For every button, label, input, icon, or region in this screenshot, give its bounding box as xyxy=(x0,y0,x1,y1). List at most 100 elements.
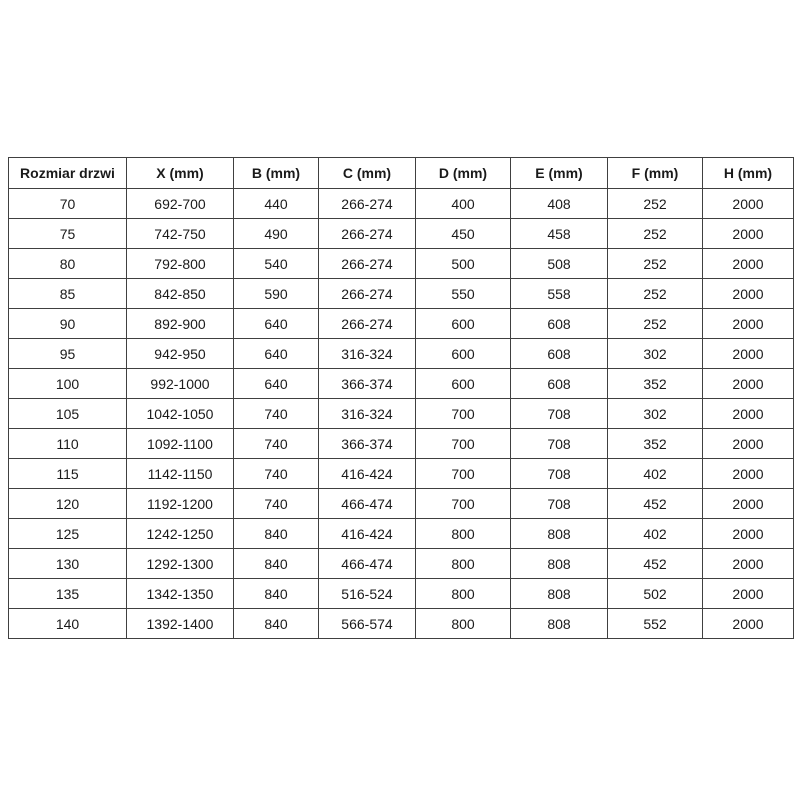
table-cell: 840 xyxy=(233,578,319,609)
table-cell: 792-800 xyxy=(126,248,234,279)
column-header-e-mm: E (mm) xyxy=(510,157,608,189)
table-cell: 2000 xyxy=(702,308,794,339)
table-header: Rozmiar drzwi X (mm) B (mm) C (mm) D (mm… xyxy=(8,157,794,189)
table-row: 95 942-950 640 316-324 600 608 302 2000 xyxy=(8,338,794,369)
table-cell: 2000 xyxy=(702,278,794,309)
column-header-f-mm: F (mm) xyxy=(607,157,703,189)
table-cell: 352 xyxy=(607,368,703,399)
table-cell: 302 xyxy=(607,338,703,369)
table-row: 85 842-850 590 266-274 550 558 252 2000 xyxy=(8,278,794,309)
table-cell: 110 xyxy=(8,428,127,459)
table-cell: 840 xyxy=(233,548,319,579)
table-cell: 550 xyxy=(415,278,511,309)
table-cell: 740 xyxy=(233,488,319,519)
table-row: 115 1142-1150 740 416-424 700 708 402 2000 xyxy=(8,458,794,489)
table-cell: 1192-1200 xyxy=(126,488,234,519)
table-row: 125 1242-1250 840 416-424 800 808 402 2000 xyxy=(8,518,794,549)
table-row: 120 1192-1200 740 466-474 700 708 452 2000 xyxy=(8,488,794,519)
table-cell: 302 xyxy=(607,398,703,429)
table-row: 105 1042-1050 740 316-324 700 708 302 2000 xyxy=(8,398,794,429)
table-cell: 600 xyxy=(415,308,511,339)
table-cell: 266-274 xyxy=(318,278,416,309)
table-cell: 466-474 xyxy=(318,548,416,579)
table-cell: 90 xyxy=(8,308,127,339)
table-cell: 266-274 xyxy=(318,308,416,339)
table-cell: 516-524 xyxy=(318,578,416,609)
table-cell: 552 xyxy=(607,608,703,639)
table-cell: 2000 xyxy=(702,218,794,249)
table-row: 70 692-700 440 266-274 400 408 252 2000 xyxy=(8,188,794,219)
table-header-row: Rozmiar drzwi X (mm) B (mm) C (mm) D (mm… xyxy=(8,157,794,189)
table-cell: 130 xyxy=(8,548,127,579)
table-cell: 140 xyxy=(8,608,127,639)
table-cell: 600 xyxy=(415,338,511,369)
table-cell: 352 xyxy=(607,428,703,459)
table-cell: 740 xyxy=(233,398,319,429)
column-header-d-mm: D (mm) xyxy=(415,157,511,189)
table-cell: 466-474 xyxy=(318,488,416,519)
table-cell: 452 xyxy=(607,488,703,519)
table-cell: 266-274 xyxy=(318,218,416,249)
table-cell: 266-274 xyxy=(318,188,416,219)
table-cell: 75 xyxy=(8,218,127,249)
table-cell: 2000 xyxy=(702,518,794,549)
table-cell: 252 xyxy=(607,188,703,219)
table-cell: 100 xyxy=(8,368,127,399)
table-cell: 608 xyxy=(510,368,608,399)
table-cell: 942-950 xyxy=(126,338,234,369)
table-cell: 708 xyxy=(510,398,608,429)
table-cell: 1242-1250 xyxy=(126,518,234,549)
table-cell: 502 xyxy=(607,578,703,609)
table-cell: 402 xyxy=(607,518,703,549)
table-cell: 252 xyxy=(607,308,703,339)
table-cell: 540 xyxy=(233,248,319,279)
table-row: 135 1342-1350 840 516-524 800 808 502 2000 xyxy=(8,578,794,609)
table-cell: 450 xyxy=(415,218,511,249)
table-cell: 366-374 xyxy=(318,428,416,459)
table-cell: 85 xyxy=(8,278,127,309)
table-cell: 740 xyxy=(233,428,319,459)
table-cell: 2000 xyxy=(702,188,794,219)
table-cell: 458 xyxy=(510,218,608,249)
table-cell: 700 xyxy=(415,428,511,459)
table-cell: 2000 xyxy=(702,548,794,579)
table-cell: 892-900 xyxy=(126,308,234,339)
table-cell: 490 xyxy=(233,218,319,249)
table-cell: 408 xyxy=(510,188,608,219)
table-cell: 640 xyxy=(233,308,319,339)
table-cell: 600 xyxy=(415,368,511,399)
table-cell: 558 xyxy=(510,278,608,309)
table-cell: 740 xyxy=(233,458,319,489)
table-cell: 440 xyxy=(233,188,319,219)
table-cell: 252 xyxy=(607,248,703,279)
table-cell: 70 xyxy=(8,188,127,219)
table-cell: 1342-1350 xyxy=(126,578,234,609)
table-cell: 992-1000 xyxy=(126,368,234,399)
table-row: 140 1392-1400 840 566-574 800 808 552 2000 xyxy=(8,608,794,639)
table-cell: 608 xyxy=(510,308,608,339)
table-cell: 590 xyxy=(233,278,319,309)
table-cell: 608 xyxy=(510,338,608,369)
table-cell: 135 xyxy=(8,578,127,609)
column-header-h-mm: H (mm) xyxy=(702,157,794,189)
table-cell: 840 xyxy=(233,518,319,549)
table-cell: 508 xyxy=(510,248,608,279)
table-cell: 2000 xyxy=(702,398,794,429)
table-cell: 742-750 xyxy=(126,218,234,249)
table-row: 100 992-1000 640 366-374 600 608 352 2000 xyxy=(8,368,794,399)
table-cell: 252 xyxy=(607,218,703,249)
table-cell: 692-700 xyxy=(126,188,234,219)
table-cell: 105 xyxy=(8,398,127,429)
table-row: 110 1092-1100 740 366-374 700 708 352 2000 xyxy=(8,428,794,459)
table-cell: 115 xyxy=(8,458,127,489)
door-size-table: Rozmiar drzwi X (mm) B (mm) C (mm) D (mm… xyxy=(8,157,794,639)
table-cell: 708 xyxy=(510,428,608,459)
table-cell: 252 xyxy=(607,278,703,309)
table-cell: 800 xyxy=(415,548,511,579)
table-row: 130 1292-1300 840 466-474 800 808 452 2000 xyxy=(8,548,794,579)
table-cell: 316-324 xyxy=(318,338,416,369)
table-cell: 2000 xyxy=(702,578,794,609)
column-header-b-mm: B (mm) xyxy=(233,157,319,189)
table-row: 75 742-750 490 266-274 450 458 252 2000 xyxy=(8,218,794,249)
table-cell: 808 xyxy=(510,518,608,549)
